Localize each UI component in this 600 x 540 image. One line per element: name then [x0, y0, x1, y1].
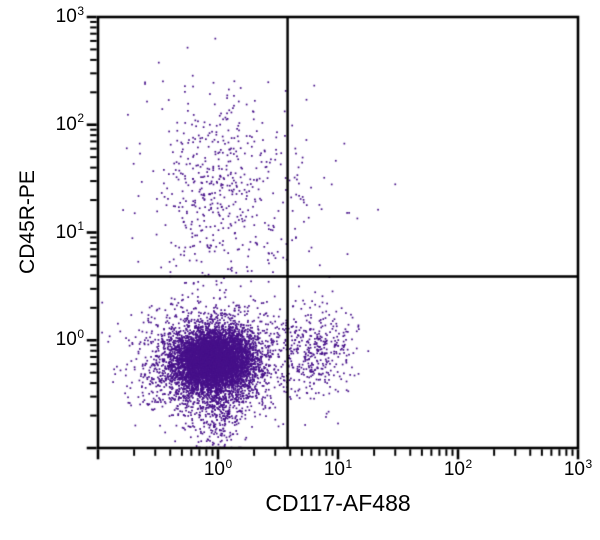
x-tick-label-10e0: 100: [203, 456, 233, 480]
x-tick-label-10e1: 101: [323, 456, 353, 480]
x-tick-label-10e2: 102: [443, 456, 473, 480]
y-tick-label-10e3: 103: [55, 3, 84, 27]
y-tick-label-10e1: 101: [55, 219, 84, 243]
y-tick-label-10e2: 102: [55, 111, 84, 135]
x-axis-title: CD117-AF488: [265, 490, 411, 516]
y-tick-label-10e0: 100: [55, 326, 84, 351]
x-tick-label-10e3: 103: [563, 456, 593, 480]
